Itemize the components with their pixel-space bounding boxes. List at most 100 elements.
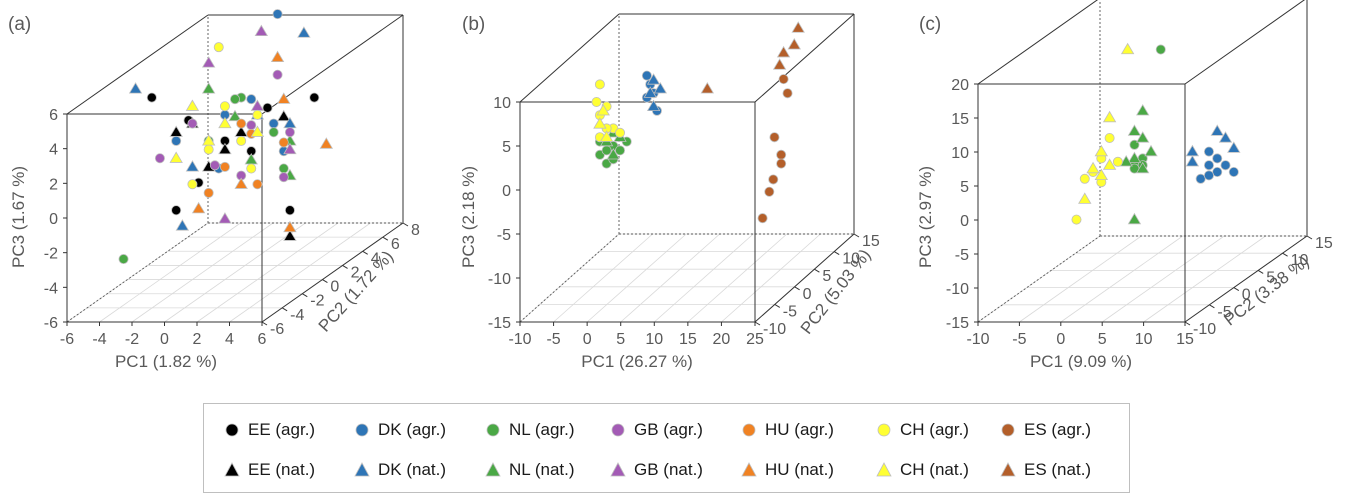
z-tick-label: 10 [493,95,511,112]
legend-item: HU (nat.) [741,458,834,482]
x-tick-label: 6 [258,331,267,348]
data-point-circle [187,179,198,190]
legend-item: GB (agr.) [610,418,703,442]
data-point-circle [776,149,787,160]
data-point-circle [187,118,198,129]
y-tick [281,307,288,312]
data-point-circle [776,158,787,169]
data-point-circle [1104,132,1115,143]
legend-label: HU (agr.) [765,420,834,439]
y-tick [362,250,368,255]
data-point-triangle [1086,161,1100,174]
data-point-triangle [201,134,216,146]
x-tick-label: -2 [125,331,139,348]
box-edge [66,14,209,115]
z-tick-label: -10 [946,281,969,298]
z-tick-label: 2 [49,176,58,193]
data-point-circle [1220,160,1231,171]
y-tick [302,293,308,298]
data-point-circle [272,9,283,20]
x-tick-label: 15 [679,331,697,348]
data-point-circle [769,132,780,143]
data-point-triangle [234,177,248,189]
y-axis-title: PC2 (1.72 %) [315,247,397,336]
x-tick-label: -6 [60,331,74,348]
data-point-circle [171,135,182,146]
data-point-triangle [283,220,297,233]
gridline [586,233,687,323]
data-points [1071,42,1241,225]
panel-label: (b) [462,14,485,35]
data-point-circle [1228,166,1239,177]
y-tick-label: 5 [822,268,831,285]
data-point-circle [209,160,220,171]
legend-item: EE (agr.) [224,418,315,442]
x-tick-label: -10 [508,331,531,348]
data-point-triangle [169,125,183,137]
y-tick [794,286,800,291]
y-tick [1282,252,1288,257]
data-point-circle [118,254,129,265]
data-point-triangle [218,212,232,224]
z-tick-label: 5 [960,179,969,196]
z-tick-label: -15 [488,315,511,332]
data-point-triangle [185,99,200,111]
data-point-circle [268,127,279,138]
y-tick [1233,287,1240,292]
gridline [721,233,821,323]
y-tick [814,268,820,273]
x-tick-label: -5 [1012,331,1026,348]
x-tick-label: 10 [645,331,663,348]
box-edge [1184,235,1308,323]
data-point-triangle [283,229,297,241]
data-point-triangle [244,153,258,165]
data-point-circle [272,69,283,80]
y-tick-label: 5 [1266,269,1275,286]
panel-label: (c) [919,14,941,35]
legend-circle-marker [1001,423,1015,437]
data-point-circle [146,92,157,103]
z-axis-title: PC3 (2.97 %) [916,166,935,268]
legend-triangle-marker [741,462,757,477]
floor-grid [66,222,404,323]
y-tick-label: 10 [842,251,860,268]
chart-panel-3: -10 -5 0 5 10 15-10-5051015-15-10-505101520PC… [916,0,1333,371]
legend-triangle-marker [876,462,892,477]
data-point-circle [1079,173,1090,184]
data-point-circle [1195,173,1206,184]
y-tick [322,279,328,284]
data-point-triangle [776,45,791,58]
data-point-triangle [791,21,805,33]
legend-item: DK (nat.) [354,458,446,482]
data-point-circle [213,42,224,53]
y-tick [774,303,781,308]
legend-item: GB (nat.) [610,458,703,482]
data-point-triangle [250,125,265,137]
x-tick-label: -10 [966,331,989,348]
z-tick-label: -2 [44,246,58,263]
legend-item: CH (nat.) [876,458,969,482]
data-point-triangle [1210,124,1224,136]
data-point-triangle [201,56,216,68]
y-tick [342,264,348,269]
z-tick-label: -5 [497,227,511,244]
gridline [977,235,1101,323]
legend-label: DK (nat.) [378,460,447,479]
data-point-triangle [228,109,242,122]
legend-item: ES (nat.) [1000,458,1091,482]
data-point-triangle [1185,144,1200,157]
data-point-triangle [772,58,787,70]
gridline [1019,235,1142,323]
gridline [654,233,754,323]
y-tick-label: 15 [1315,235,1333,252]
x-tick-label: 15 [1176,331,1194,348]
x-tick-label: 5 [1098,331,1107,348]
data-point-circle [154,153,165,164]
legend-item: CH (agr.) [876,418,969,442]
y-tick-label: -5 [783,303,797,320]
gridline [229,222,371,323]
data-point-circle [601,145,612,156]
legend-item: DK (agr.) [354,418,446,442]
data-point-circle [252,179,263,190]
data-point-triangle [1127,212,1142,225]
